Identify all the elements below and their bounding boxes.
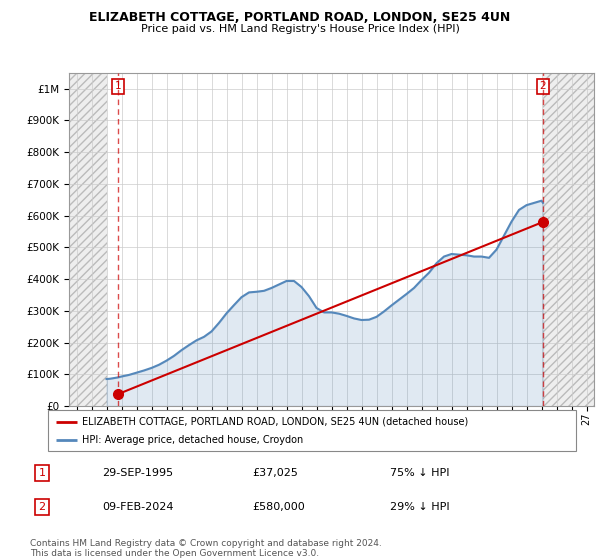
Text: ELIZABETH COTTAGE, PORTLAND ROAD, LONDON, SE25 4UN (detached house): ELIZABETH COTTAGE, PORTLAND ROAD, LONDON…	[82, 417, 469, 427]
Text: £37,025: £37,025	[252, 468, 298, 478]
Text: 2: 2	[38, 502, 46, 512]
Text: 1: 1	[38, 468, 46, 478]
Text: HPI: Average price, detached house, Croydon: HPI: Average price, detached house, Croy…	[82, 435, 304, 445]
Text: ELIZABETH COTTAGE, PORTLAND ROAD, LONDON, SE25 4UN: ELIZABETH COTTAGE, PORTLAND ROAD, LONDON…	[89, 11, 511, 24]
Text: 09-FEB-2024: 09-FEB-2024	[102, 502, 173, 512]
Text: Price paid vs. HM Land Registry's House Price Index (HPI): Price paid vs. HM Land Registry's House …	[140, 24, 460, 34]
Bar	[543, 73, 594, 406]
Bar	[69, 73, 107, 406]
Text: Contains HM Land Registry data © Crown copyright and database right 2024.
This d: Contains HM Land Registry data © Crown c…	[30, 539, 382, 558]
Text: 29% ↓ HPI: 29% ↓ HPI	[390, 502, 449, 512]
Text: 75% ↓ HPI: 75% ↓ HPI	[390, 468, 449, 478]
Text: £580,000: £580,000	[252, 502, 305, 512]
Text: 2: 2	[539, 81, 547, 91]
Text: 29-SEP-1995: 29-SEP-1995	[102, 468, 173, 478]
FancyBboxPatch shape	[48, 410, 576, 451]
Text: 1: 1	[115, 81, 121, 91]
